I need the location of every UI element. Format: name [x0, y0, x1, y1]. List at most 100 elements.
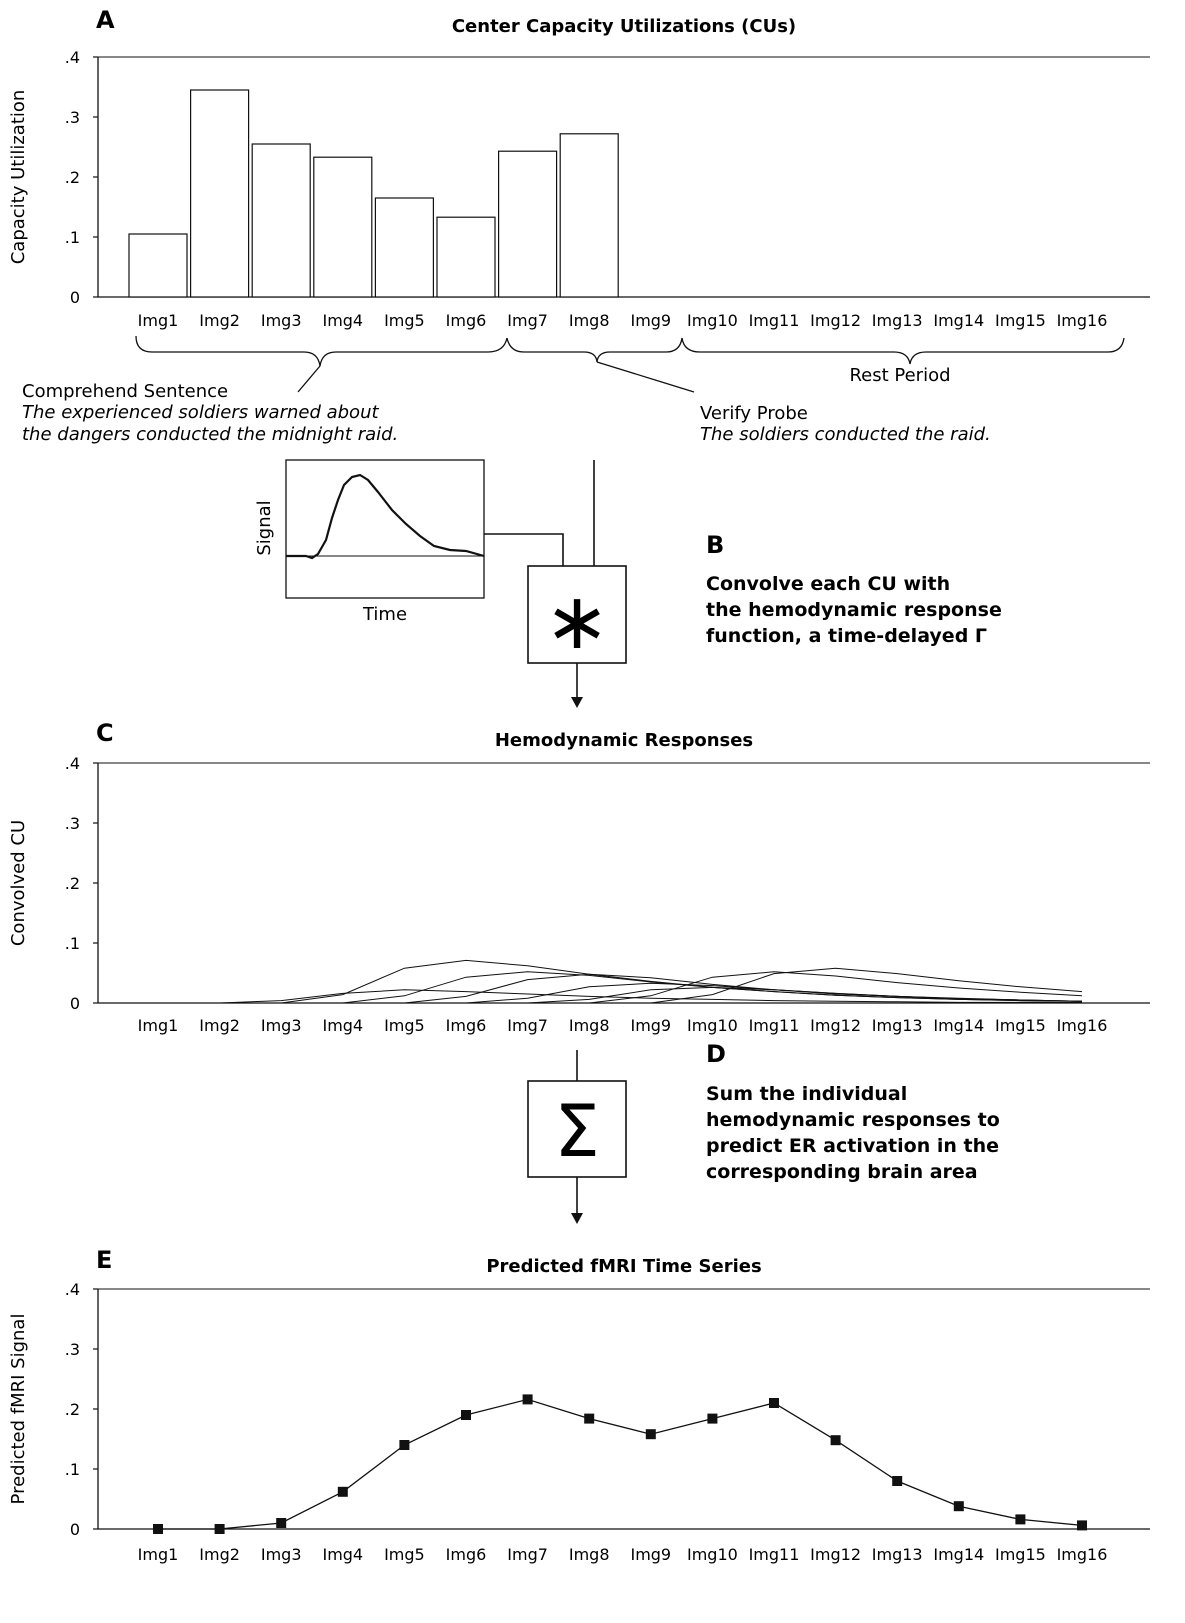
hemodynamic-response-line — [158, 959, 1083, 1004]
chart-a-x-tick-label: Img11 — [749, 311, 800, 330]
chart-c-x-tick-label: Img12 — [810, 1016, 861, 1035]
chart-a-x-tick-label: Img12 — [810, 311, 861, 330]
bar — [313, 156, 373, 298]
chart-a-x-tick-label: Img5 — [384, 311, 425, 330]
chart-e-y-tick-label: .2 — [65, 1400, 80, 1419]
convolve-connectors — [484, 460, 595, 698]
hemodynamic-response-line — [158, 989, 1082, 1004]
chart-c-x-tick-label: Img3 — [261, 1016, 302, 1035]
chart-c-x-tick-label: Img6 — [446, 1016, 487, 1035]
chart-a: 0 .1 .2 .3 .4 Img1 Img2 Img3 Img4 Img5 Img6 Img7 Img… — [8, 48, 1150, 330]
bar — [498, 150, 558, 298]
chart-e-x-tick-label: Img4 — [322, 1545, 363, 1564]
data-point — [1015, 1514, 1026, 1525]
chart-e-x-tick-label: Img11 — [749, 1545, 800, 1564]
chart-c-x-tick-label: Img10 — [687, 1016, 738, 1035]
brace-rest — [681, 337, 1125, 365]
chart-c-x-tick-label: Img4 — [322, 1016, 363, 1035]
convolve-symbol: ∗ — [544, 577, 609, 667]
comprehend-label: Comprehend Sentence — [22, 381, 228, 402]
convolve-box — [527, 565, 627, 664]
hrf-curve — [286, 473, 485, 560]
chart-c-y-tick-label: .3 — [65, 814, 80, 833]
hrf-inset: Signal Time — [254, 459, 485, 625]
panel-d-line2: hemodynamic responses to — [706, 1109, 1000, 1131]
data-point — [830, 1435, 841, 1446]
brace-verify — [506, 337, 683, 363]
bar — [190, 89, 250, 298]
panel-d-letter: D — [706, 1040, 726, 1068]
chart-e-x-tick-label: Img10 — [687, 1545, 738, 1564]
data-point — [953, 1501, 964, 1512]
panel-d-line1: Sum the individual — [706, 1083, 907, 1105]
hrf-inset-frame — [285, 459, 485, 599]
chart-a-x-tick-label: Img4 — [322, 311, 363, 330]
comprehend-sentence-line2: the dangers conducted the midnight raid. — [22, 424, 398, 445]
panel-b-line3: function, a time-delayed Γ — [706, 625, 987, 647]
inset-to-convolve-connector — [484, 533, 564, 566]
data-point — [276, 1518, 287, 1528]
data-point — [707, 1413, 718, 1424]
chart-a-y-tick-label: .2 — [65, 168, 80, 187]
panel-b-line2: the hemodynamic response — [706, 599, 1002, 621]
chart-e-y-axis-label: Predicted fMRI Signal — [8, 1314, 29, 1505]
panel-e-title: Predicted fMRI Time Series — [486, 1256, 761, 1277]
chart-e-x-tick-label: Img3 — [261, 1545, 302, 1564]
hrf-x-label: Time — [362, 604, 407, 625]
hemodynamic-response-line — [158, 967, 1083, 1004]
chart-a-x-tick-label: Img3 — [261, 311, 302, 330]
sum-box — [527, 1080, 627, 1178]
chart-e-x-tick-label: Img13 — [872, 1545, 923, 1564]
hrf-y-label: Signal — [254, 500, 275, 555]
chart-a-x-tick-label: Img6 — [446, 311, 487, 330]
chart-c-x-tick-label: Img8 — [569, 1016, 610, 1035]
chart-a-y-axis-label: Capacity Utilization — [8, 90, 29, 265]
rest-label: Rest Period — [849, 365, 950, 386]
chart-a-x-tick-label: Img7 — [507, 311, 548, 330]
chart-a-x-tick-label: Img2 — [199, 311, 240, 330]
chart-c-y-tick-label: .2 — [65, 874, 80, 893]
data-point — [214, 1524, 225, 1534]
chart-a-x-tick-label: Img15 — [995, 311, 1046, 330]
chart-c-y-axis-label: Convolved CU — [8, 820, 29, 946]
data-point — [399, 1440, 410, 1450]
convolve-output-arrow — [571, 697, 583, 708]
chart-c-x-tick-label: Img5 — [384, 1016, 425, 1035]
leader-comprehend — [297, 365, 321, 393]
data-point — [584, 1413, 595, 1424]
panel-d-line4: corresponding brain area — [706, 1161, 978, 1183]
bar — [374, 197, 434, 298]
panel-c-letter: C — [96, 719, 114, 747]
chart-c: 0 .1 .2 .3 .4 Img1 Img2 Img3 Img4 Img5 Img6 Img7 Img… — [8, 754, 1150, 1035]
chart-a-y-tick-label: .1 — [65, 228, 80, 247]
chart-c-x-tick-label: Img9 — [630, 1016, 671, 1035]
panel-d-line3: predict ER activation in the — [706, 1135, 999, 1157]
bar — [436, 216, 496, 298]
braces — [135, 335, 1125, 393]
chart-a-x-tick-label: Img1 — [138, 311, 179, 330]
sum-output-arrow — [571, 1213, 583, 1224]
verify-label: Verify Probe — [700, 403, 808, 424]
chart-e-x-tick-label: Img14 — [933, 1545, 984, 1564]
chart-e-x-tick-label: Img12 — [810, 1545, 861, 1564]
chart-c-x-tick-label: Img2 — [199, 1016, 240, 1035]
data-point — [153, 1524, 163, 1534]
chart-c-x-tick-label: Img11 — [749, 1016, 800, 1035]
verify-sentence: The soldiers conducted the raid. — [700, 424, 991, 445]
chart-a-x-tick-label: Img14 — [933, 311, 984, 330]
chart-c-x-tick-label: Img7 — [507, 1016, 548, 1035]
chart-e-x-tick-label: Img9 — [630, 1545, 671, 1564]
data-point — [522, 1394, 533, 1405]
chart-a-x-tick-label: Img9 — [630, 311, 671, 330]
panel-b-line1: Convolve each CU with — [706, 573, 950, 595]
chart-a-y-tick-label: .4 — [65, 48, 80, 67]
chart-a-x-tick-label: Img8 — [569, 311, 610, 330]
chart-e-x-tick-label: Img8 — [569, 1545, 610, 1564]
chart-e-x-tick-label: Img1 — [138, 1545, 179, 1564]
comprehend-sentence-line1: The experienced soldiers warned about — [22, 402, 379, 423]
bar — [128, 233, 188, 298]
chart-c-x-tick-label: Img13 — [872, 1016, 923, 1035]
chart-e-x-tick-label: Img15 — [995, 1545, 1046, 1564]
chart-e-y-tick-label: .3 — [65, 1340, 80, 1359]
